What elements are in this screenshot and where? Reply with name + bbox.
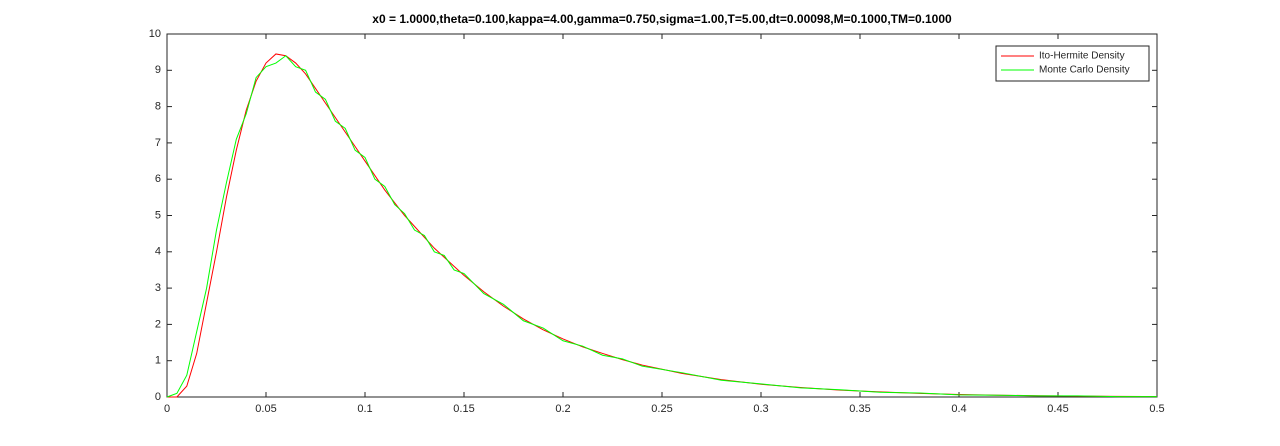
y-tick-label: 3 — [155, 282, 161, 294]
y-tick-label: 7 — [155, 137, 161, 149]
y-tick-label: 10 — [149, 28, 161, 40]
x-tick-label: 0.25 — [651, 403, 672, 415]
y-tick-label: 1 — [155, 355, 161, 367]
y-tick-label: 5 — [155, 209, 161, 221]
y-tick-label: 9 — [155, 64, 161, 76]
x-tick-label: 0.05 — [255, 403, 276, 415]
legend-label: Ito-Hermite Density — [1039, 51, 1125, 62]
plot-box — [166, 33, 1158, 398]
y-tick-label: 2 — [155, 318, 161, 330]
x-tick-label: 0.35 — [849, 403, 870, 415]
y-tick-label: 6 — [155, 173, 161, 185]
x-tick-label: 0.5 — [1149, 403, 1164, 415]
x-tick-label: 0.1 — [357, 403, 372, 415]
legend-box — [995, 45, 1150, 82]
series-line — [166, 55, 1157, 398]
y-tick-label: 4 — [155, 246, 161, 258]
x-tick-label: 0.45 — [1047, 403, 1068, 415]
y-tick-label: 0 — [155, 391, 161, 403]
x-tick-label: 0.15 — [453, 403, 474, 415]
chart-title: x0 = 1.0000,theta=0.100,kappa=4.00,gamma… — [372, 12, 952, 26]
legend-label: Monte Carlo Density — [1039, 65, 1130, 76]
x-tick-label: 0.3 — [753, 403, 768, 415]
y-tick-label: 8 — [155, 101, 161, 113]
x-tick-label: 0 — [164, 403, 170, 415]
x-tick-label: 0.2 — [555, 403, 570, 415]
x-tick-label: 0.4 — [951, 403, 966, 415]
